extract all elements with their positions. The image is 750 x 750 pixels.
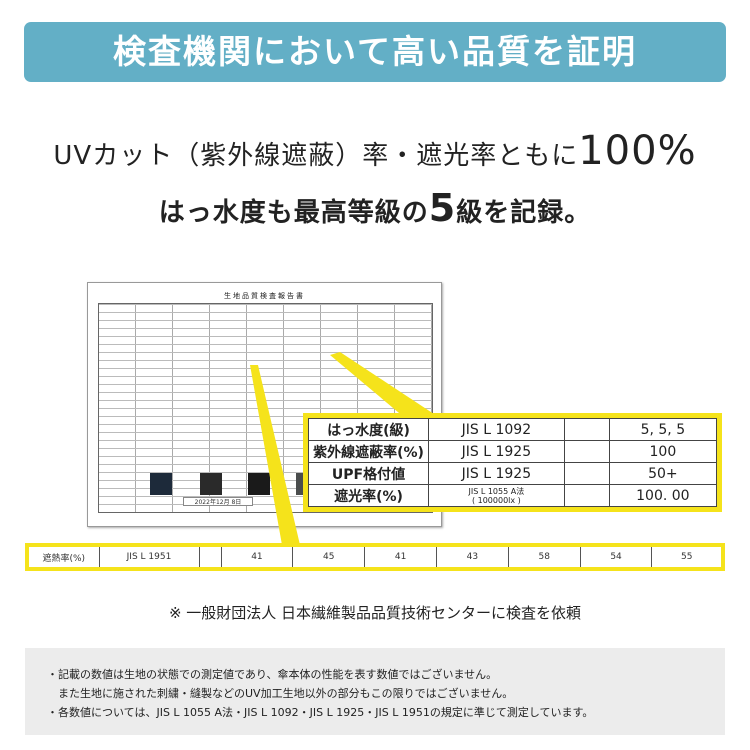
headline-text: 級を記録。 [456,198,592,228]
row-value: 43 [436,547,509,567]
headline-big-number: 5 [428,186,457,230]
row-method: JIS L 1055 A法 ( 100000lx ) [428,484,565,507]
headline-big-number: 100% [578,128,697,174]
row-label: はっ水度(級) [308,418,429,441]
callout-table: はっ水度(級) JIS L 1092 5, 5, 5 紫外線遮蔽率(%) JIS L … [303,413,722,512]
heat-shield-row: 遮熱率(%) JIS L 1951 41 45 41 43 58 54 55 [25,543,725,571]
row-value: 50+ [608,462,718,485]
headline-line1: UVカット（紫外線遮蔽）率・遮光率ともに100% [0,128,750,174]
highlight-ray [330,352,440,418]
row-method: JIS L 1951 [99,547,200,567]
row-value: 5, 5, 5 [608,418,718,441]
row-label: 遮光率(%) [308,484,429,507]
table-row: はっ水度(級) JIS L 1092 5, 5, 5 [308,418,718,441]
row-method: JIS L 1925 [428,440,565,463]
row-value: 58 [508,547,581,567]
disclaimer-line: また生地に施された刺繍・縫製などのUV加工生地以外の部分もこの限りではございませ… [47,687,514,700]
fabric-swatch [200,473,222,495]
row-label: 遮熱率(%) [29,547,100,567]
disclaimer-line: ・記載の数値は生地の状態での測定値であり、傘本体の性能を表す数値ではございません… [47,668,498,681]
row-value: 45 [292,547,366,567]
table-row: 紫外線遮蔽率(%) JIS L 1925 100 [308,440,718,463]
headline-line2: はっ水度も最高等級の5級を記録。 [0,186,750,230]
disclaimer-line: ・各数値については、JIS L 1055 A法・JIS L 1092・JIS L… [47,706,594,719]
report-date: 2022年12月 8日 [183,497,253,506]
fabric-swatch [150,473,172,495]
table-row: UPF格付値 JIS L 1925 50+ [308,462,718,485]
row-value: 55 [681,552,693,562]
row-label: UPF格付値 [308,462,429,485]
row-method: JIS L 1092 [428,418,565,441]
row-value: 54 [580,547,653,567]
row-value: 100 [608,440,718,463]
table-row: 遮熱率(%) JIS L 1951 41 45 41 43 58 54 55 [29,547,721,567]
row-method: JIS L 1925 [428,462,565,485]
fabric-swatch [248,473,270,495]
headline-text: はっ水度も最高等級の [158,198,429,228]
row-value: 100. 00 [608,484,718,507]
disclaimer-panel: ・記載の数値は生地の状態での測定値であり、傘本体の性能を表す数値ではございません… [25,648,725,735]
row-value: 41 [221,547,294,567]
table-row: 遮光率(%) JIS L 1055 A法 ( 100000lx ) 100. 00 [308,484,718,507]
report-title: 生地品質検査報告書 [224,292,305,300]
row-label: 紫外線遮蔽率(%) [308,440,429,463]
row-value: 41 [364,547,437,567]
highlight-ray [250,365,300,545]
page-header: 検査機関において高い品質を証明 [24,22,726,82]
headline-text: UVカット（紫外線遮蔽）率・遮光率ともに [53,141,579,171]
inspection-footnote: ※ 一般財団法人 日本繊維製品品質技術センターに検査を依頼 [168,604,582,622]
